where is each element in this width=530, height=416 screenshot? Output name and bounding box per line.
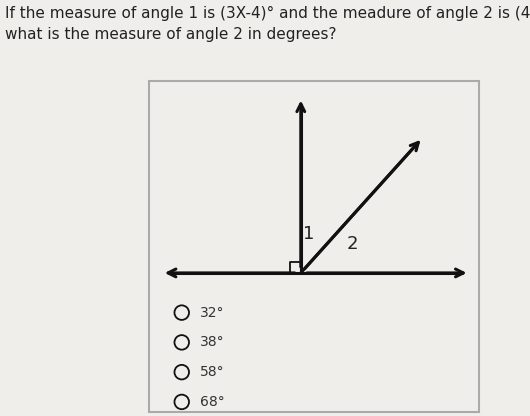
Text: 58°: 58° [200, 365, 225, 379]
Text: 38°: 38° [200, 335, 225, 349]
Text: 2: 2 [347, 235, 359, 253]
Text: 68°: 68° [200, 395, 225, 409]
Text: what is the measure of angle 2 in degrees?: what is the measure of angle 2 in degree… [5, 27, 337, 42]
Text: If the measure of angle 1 is (3X-4)° and the meadure of angle 2 is (4x: If the measure of angle 1 is (3X-4)° and… [5, 6, 530, 21]
Text: 1: 1 [303, 225, 314, 243]
Text: 32°: 32° [200, 306, 224, 319]
